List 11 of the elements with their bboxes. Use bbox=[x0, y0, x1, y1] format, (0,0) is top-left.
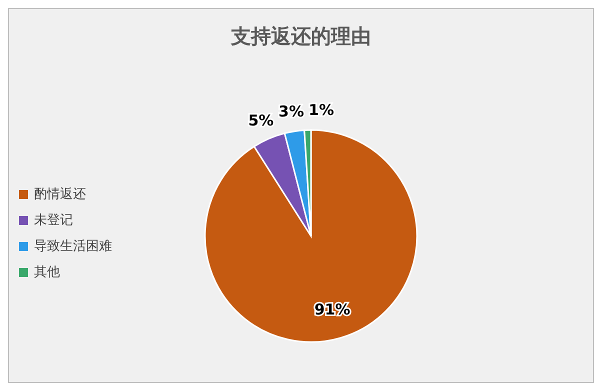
legend-label: 未登记 bbox=[34, 212, 73, 229]
data-label: 5% bbox=[248, 111, 274, 130]
pie-slice bbox=[204, 129, 418, 343]
pie-slice bbox=[253, 132, 312, 237]
data-label: 91% bbox=[314, 300, 350, 318]
data-label: 3% bbox=[278, 102, 304, 121]
legend-label: 其他 bbox=[34, 264, 60, 281]
data-label: 1% bbox=[308, 101, 334, 120]
legend-label: 导致生活困难 bbox=[34, 238, 112, 255]
legend-label: 酌情返还 bbox=[34, 186, 86, 203]
chart-title: 支持返还的理由 bbox=[230, 23, 372, 50]
